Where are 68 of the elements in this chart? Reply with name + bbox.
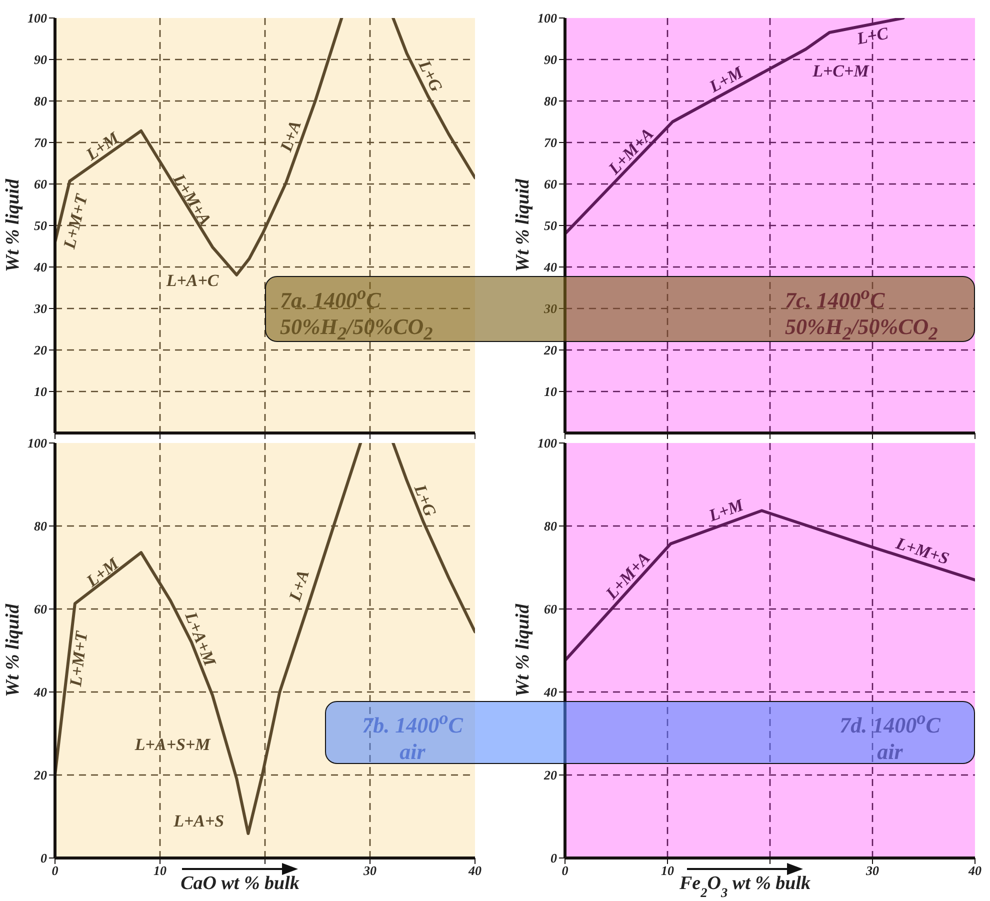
y-tick-label: 0 — [550, 850, 558, 866]
x-tick-label: 10 — [661, 863, 674, 878]
y-tick-label: 60 — [34, 602, 48, 617]
x-tick-label: 40 — [968, 863, 982, 878]
y-tick-label: 100 — [28, 436, 48, 451]
y-tick-label: 60 — [544, 602, 558, 617]
x-axis-title: CaO wt % bulk — [180, 873, 300, 894]
x-tick-label: 10 — [154, 863, 167, 878]
annotation: L+A+C — [165, 270, 220, 290]
annotation: L+C — [854, 22, 890, 48]
x-tick-label: 0 — [52, 863, 59, 878]
y-axis-title: Wt % liquid — [2, 604, 24, 697]
annotation: 7c. 1400$^{o}$C — [785, 282, 886, 314]
annotation: air — [876, 738, 904, 766]
y-tick-label: 70 — [544, 135, 558, 150]
annotation: L+G — [410, 480, 441, 520]
y-tick-label: 100 — [538, 10, 558, 26]
annotation: 7d. 1400$^{o}$C — [838, 707, 942, 738]
annotation: L+A — [276, 118, 304, 155]
y-axis-title: Wt % liquid — [512, 604, 534, 697]
annotation: air — [398, 738, 426, 766]
annotation: L+M+T — [65, 630, 91, 688]
annotation: L+M+S — [893, 532, 952, 568]
y-tick-label: 10 — [544, 384, 558, 400]
y-axis-title: Wt % liquid — [2, 178, 24, 272]
annotation: L+M — [705, 494, 747, 526]
y-tick-label: 50 — [544, 218, 558, 234]
y-tick-label: 20 — [33, 768, 48, 783]
y-tick-label: 60 — [544, 176, 558, 192]
annotation: 7a. 1400$^{o}$C — [280, 282, 382, 314]
y-tick-label: 100 — [538, 436, 558, 451]
y-tick-label: 50 — [34, 218, 48, 234]
annotation: 50%H$_{2}$/50%CO$_{2}$ — [785, 313, 939, 346]
y-tick-label: 40 — [33, 684, 48, 700]
y-tick-label: 90 — [34, 52, 48, 68]
x-axis-title: Fe$_{2}$O$_{3}$ wt % bulk — [678, 873, 812, 900]
y-tick-label: 20 — [543, 342, 558, 358]
x-tick-label: 30 — [362, 863, 377, 878]
x-tick-label: 0 — [562, 863, 569, 878]
y-tick-label: 30 — [543, 301, 558, 316]
x-tick-label: 30 — [865, 863, 880, 878]
annotation: L+M — [705, 62, 747, 96]
annotation: 7b. 1400$^{o}$C — [361, 707, 464, 738]
y-tick-label: 20 — [543, 768, 558, 783]
y-tick-label: 80 — [34, 518, 48, 534]
y-tick-label: 40 — [543, 260, 558, 275]
y-tick-label: 100 — [28, 10, 48, 26]
annotation: L+G — [414, 56, 447, 96]
y-tick-label: 70 — [34, 135, 48, 150]
y-tick-label: 80 — [544, 94, 558, 109]
annotation: L+C+M — [812, 61, 870, 80]
annotation: L+M+T — [59, 192, 91, 252]
annotation: L+A — [284, 567, 312, 604]
annotation: L+A+S — [172, 811, 224, 830]
y-axis-title: Wt % liquid — [512, 178, 534, 272]
y-tick-label: 90 — [544, 52, 558, 68]
annotation: L+A+S+M — [134, 734, 212, 754]
y-tick-label: 40 — [543, 684, 558, 700]
y-tick-label: 40 — [33, 260, 48, 275]
x-tick-label: 40 — [468, 863, 482, 878]
y-tick-label: 10 — [34, 384, 48, 400]
y-tick-label: 30 — [33, 301, 48, 316]
y-tick-label: 20 — [33, 342, 48, 358]
y-tick-label: 80 — [544, 518, 558, 534]
y-tick-label: 60 — [34, 176, 48, 192]
annotation: 50%H$_{2}$/50%CO$_{2}$ — [280, 313, 434, 346]
y-tick-label: 80 — [34, 94, 48, 109]
y-tick-label: 0 — [40, 850, 48, 866]
